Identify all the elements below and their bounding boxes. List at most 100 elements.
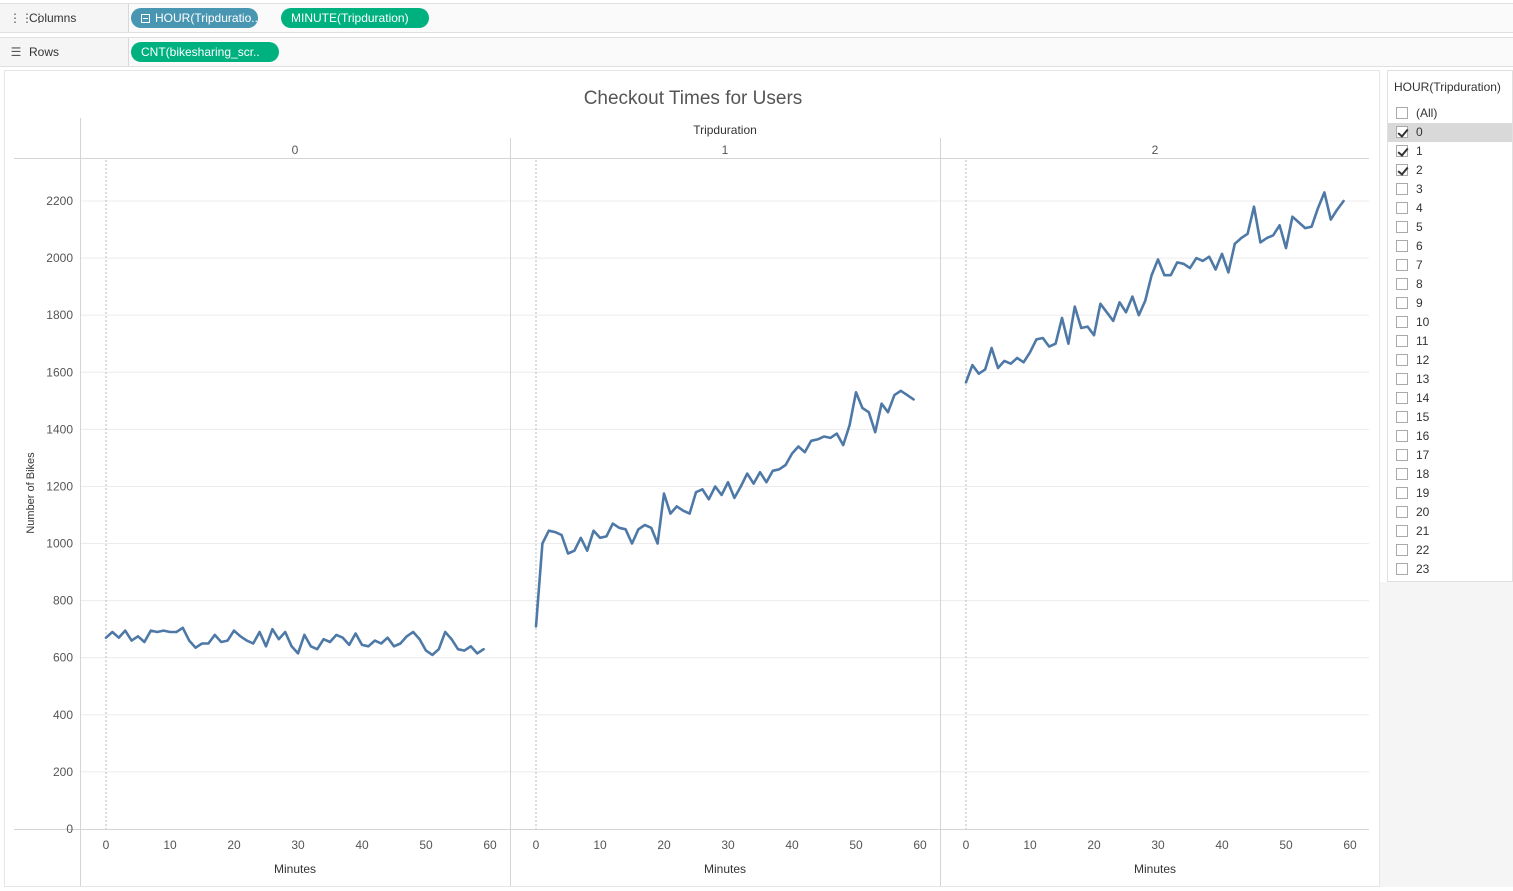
filter-item-5[interactable]: 5 [1388,218,1512,237]
checkbox[interactable] [1396,563,1408,575]
series-line-hour-2[interactable] [964,191,1345,384]
filter-item-12[interactable]: 12 [1388,351,1512,370]
series-lines[interactable] [104,191,1345,657]
filter-item-8[interactable]: 8 [1388,275,1512,294]
checkbox[interactable] [1396,126,1408,138]
checkbox[interactable] [1396,145,1408,157]
y-axis-label: Number of Bikes [25,452,37,534]
filter-item-20[interactable]: 20 [1388,503,1512,522]
filter-item-10[interactable]: 10 [1388,313,1512,332]
checkbox[interactable] [1396,202,1408,214]
filter-item-1[interactable]: 1 [1388,142,1512,161]
checkbox[interactable] [1396,392,1408,404]
checkbox[interactable] [1396,164,1408,176]
checkout-times-chart[interactable]: Checkout Times for Users Tripduration Nu… [5,71,1379,887]
filter-item-label: 15 [1416,410,1430,424]
minute-tripduration-pill[interactable]: MINUTE(Tripduration) [281,8,429,28]
checkbox[interactable] [1396,525,1408,537]
panel-header-1: 1 [722,143,729,157]
filter-item-4[interactable]: 4 [1388,199,1512,218]
rows-pills-area[interactable]: CNT(bikesharing_scr.. [129,38,1513,66]
y-tick-label: 600 [53,651,73,665]
filter-list[interactable]: (All) 0 1 2 3 4 5 6 7 8 9 10 11 12 13 14 15 16 17 18 19 20 21 2… [1388,104,1512,579]
filter-item-label: 1 [1416,144,1423,158]
filter-item-23[interactable]: 23 [1388,560,1512,579]
checkbox[interactable] [1396,335,1408,347]
y-tick-label: 400 [53,708,73,722]
checkbox[interactable] [1396,506,1408,518]
collapse-icon[interactable] [141,14,150,23]
filter-item-label: 17 [1416,448,1430,462]
y-tick-label: 800 [53,594,73,608]
checkbox[interactable] [1396,430,1408,442]
checkbox[interactable] [1396,297,1408,309]
filter-item-3[interactable]: 3 [1388,180,1512,199]
columns-pills-area[interactable]: HOUR(Tripduratio.. MINUTE(Tripduration) [129,4,1513,32]
filter-item-9[interactable]: 9 [1388,294,1512,313]
checkbox[interactable] [1396,468,1408,480]
checkbox[interactable] [1396,449,1408,461]
rows-icon: ☰ [10,45,22,59]
filter-item-19[interactable]: 19 [1388,484,1512,503]
checkbox[interactable] [1396,316,1408,328]
filter-item-21[interactable]: 21 [1388,522,1512,541]
filter-item-18[interactable]: 18 [1388,465,1512,484]
x-tick-label: 10 [593,838,607,852]
filter-item-label: 7 [1416,258,1423,272]
rows-shelf-label: ☰ Rows [0,38,129,66]
filter-title: HOUR(Tripduration) [1394,80,1501,94]
checkbox[interactable] [1396,354,1408,366]
filter-item-label: 23 [1416,562,1430,576]
y-tick-label: 200 [53,765,73,779]
columns-shelf[interactable]: ⋮⋮⋮Columns HOUR(Tripduratio.. MINUTE(Tri… [0,3,1513,33]
filter-item-label: 4 [1416,201,1423,215]
filter-item-label: 22 [1416,543,1430,557]
filter-item-label: 18 [1416,467,1430,481]
cnt-bikesharing-pill[interactable]: CNT(bikesharing_scr.. [131,42,279,62]
filter-item-6[interactable]: 6 [1388,237,1512,256]
filter-item-all[interactable]: (All) [1388,104,1512,123]
rows-shelf[interactable]: ☰ Rows CNT(bikesharing_scr.. [0,37,1513,67]
checkbox[interactable] [1396,221,1408,233]
filter-item-label: 14 [1416,391,1430,405]
hour-filter-card[interactable]: HOUR(Tripduration) (All) 0 1 2 3 4 5 6 7 8 9 10 11 12… [1387,70,1513,582]
series-line-hour-1[interactable] [534,389,915,628]
filter-item-17[interactable]: 17 [1388,446,1512,465]
checkbox[interactable] [1396,240,1408,252]
rows-label-text: Rows [29,45,60,59]
y-tick-label: 0 [66,822,73,836]
columns-label-text: Columns [29,11,77,25]
columns-icon: ⋮⋮⋮ [9,11,45,25]
checkbox[interactable] [1396,411,1408,423]
checkbox[interactable] [1396,544,1408,556]
filter-item-14[interactable]: 14 [1388,389,1512,408]
x-tick-label: 20 [227,838,241,852]
filter-item-2[interactable]: 2 [1388,161,1512,180]
checkbox[interactable] [1396,183,1408,195]
filter-item-label: 20 [1416,505,1430,519]
checkbox[interactable] [1396,278,1408,290]
x-tick-label: 60 [913,838,927,852]
checkbox[interactable] [1396,107,1408,119]
checkbox[interactable] [1396,259,1408,271]
filter-item-label: 13 [1416,372,1430,386]
x-tick-label: 60 [1343,838,1357,852]
filter-item-22[interactable]: 22 [1388,541,1512,560]
hour-tripduration-pill[interactable]: HOUR(Tripduratio.. [131,8,258,28]
filter-item-label: 11 [1416,334,1429,348]
x-tick-label: 50 [849,838,863,852]
filter-item-15[interactable]: 15 [1388,408,1512,427]
filter-item-11[interactable]: 11 [1388,332,1512,351]
visualization-area[interactable]: Checkout Times for Users Tripduration Nu… [4,70,1380,887]
filter-item-13[interactable]: 13 [1388,370,1512,389]
filter-item-7[interactable]: 7 [1388,256,1512,275]
checkbox[interactable] [1396,487,1408,499]
filter-item-16[interactable]: 16 [1388,427,1512,446]
x-tick-label: 10 [1023,838,1037,852]
y-tick-label: 1200 [46,479,73,493]
series-line-hour-0[interactable] [104,626,485,657]
checkbox[interactable] [1396,373,1408,385]
filter-item-0[interactable]: 0 [1388,123,1512,142]
y-tick-label: 1400 [46,422,73,436]
panel-header-0: 0 [292,143,299,157]
